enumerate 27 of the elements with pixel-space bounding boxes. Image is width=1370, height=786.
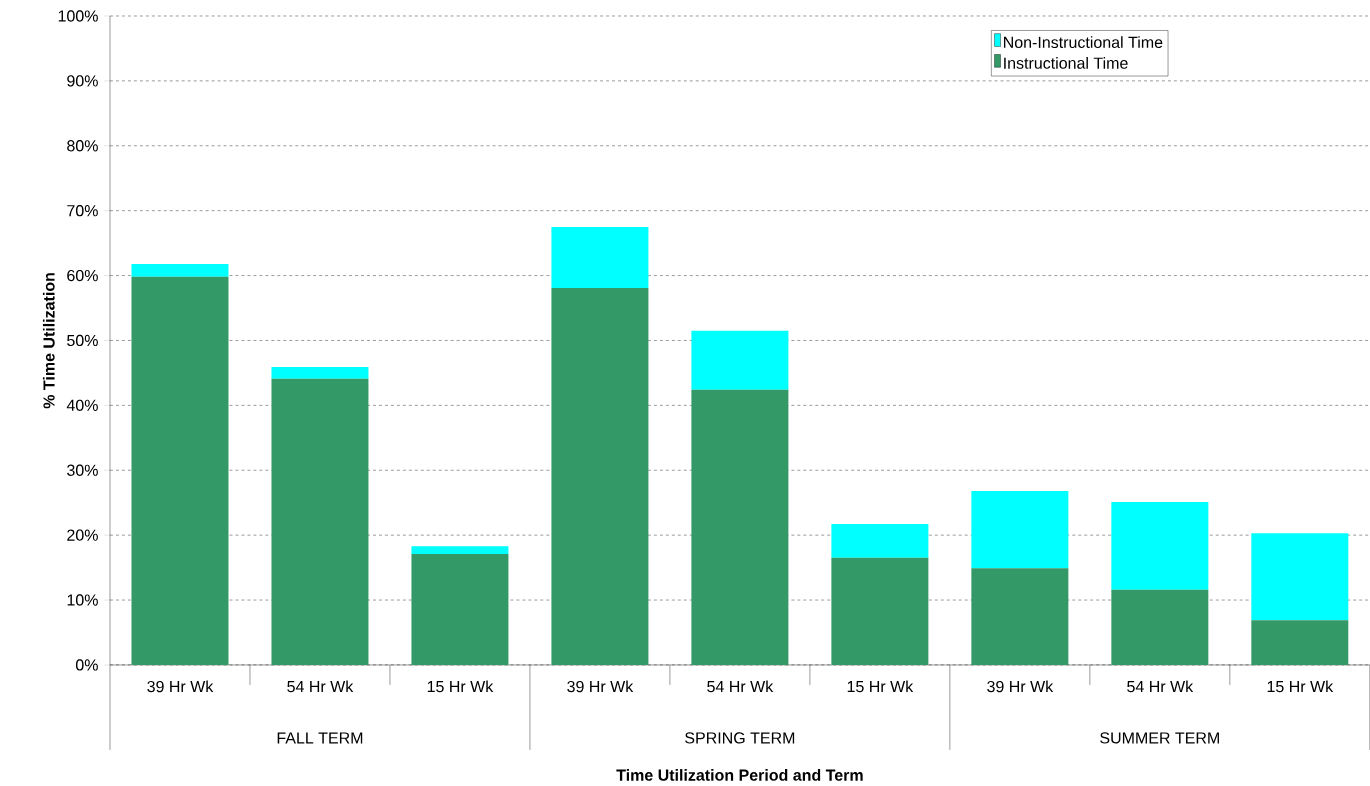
- x-tick-label: 54 Hr Wk: [287, 680, 354, 693]
- legend-label: Non-Instructional Time: [1004, 36, 1163, 48]
- y-tick-label: 60%: [67, 269, 98, 282]
- y-tick-label: 30%: [67, 464, 98, 476]
- y-tick-label: 90%: [67, 75, 98, 87]
- text: FALL TERM: [277, 732, 363, 744]
- x-tick-label: 15 Hr Wk: [847, 680, 914, 693]
- x-tick-label: 15 Hr Wk: [427, 680, 494, 693]
- y-tick-label: 80%: [67, 140, 98, 152]
- y-tick-label: 70%: [67, 204, 98, 217]
- x-tick-label: 39 Hr Wk: [147, 680, 214, 693]
- text: SPRING TERM: [685, 732, 795, 744]
- y-tick-label: 40%: [66, 399, 98, 411]
- y-tick-label: 100%: [58, 10, 98, 22]
- y-tick-label: 10%: [67, 594, 98, 606]
- x-tick-label: 39 Hr Wk: [987, 680, 1054, 693]
- x-tick-label: 15 Hr Wk: [1267, 680, 1334, 693]
- y-axis-title: % Time Utilization: [42, 273, 55, 409]
- y-tick-label: 0%: [75, 659, 98, 671]
- x-tick-label: 54 Hr Wk: [1127, 680, 1194, 693]
- x-tick-label: 39 Hr Wk: [567, 680, 634, 693]
- x-axis-title: Time Utilization Period and Term: [616, 768, 863, 781]
- legend-label: Instructional Time: [1004, 57, 1128, 69]
- y-tick-label: 20%: [67, 529, 98, 541]
- text: SUMMER TERM: [1100, 732, 1219, 744]
- x-tick-label: 54 Hr Wk: [707, 680, 774, 693]
- y-tick-label: 50%: [67, 334, 98, 347]
